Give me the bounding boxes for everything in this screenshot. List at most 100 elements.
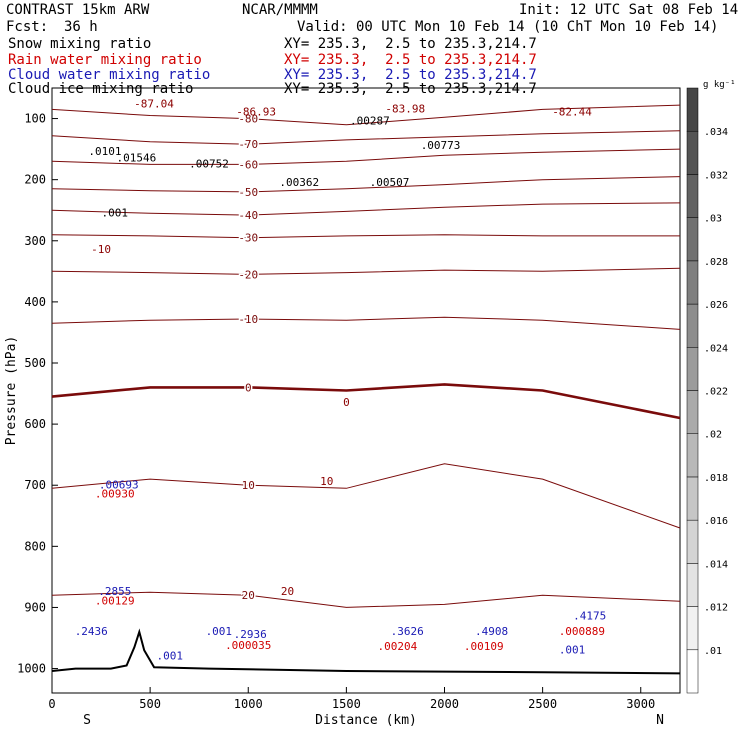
colorbar-tick-label: .034 [704,127,728,138]
value-label: .000035 [225,639,271,652]
field-rain-name: Rain water mixing ratio [8,52,202,68]
value-label: .2436 [75,625,108,638]
value-label: 20 [281,585,294,598]
value-label: .001 [559,643,586,656]
value-label: .0101 [88,145,121,158]
value-label: 0 [343,396,350,409]
colorbar-segment [686,606,699,651]
isotherm-line [51,234,680,239]
isotherm--70: -70 [51,130,681,153]
colorbar-tick-label: .03 [704,214,722,225]
y-tick-label: 200 [24,173,46,187]
isotherm-label: -50 [238,186,258,199]
isotherm-line [51,148,681,165]
colorbar-tick-label: .028 [704,257,728,268]
value-label: -10 [91,243,111,256]
isotherm-line [51,383,681,420]
isotherm--50: -50 [51,176,681,200]
x-tick-label: 2500 [528,697,557,711]
init-time: Init: 12 UTC Sat 08 Feb 14 [519,2,739,18]
value-label: .3626 [391,625,424,638]
value-label: .00129 [95,594,135,607]
value-label: .00507 [370,176,410,189]
isotherm--30: -30 [51,230,680,246]
value-label: .00362 [279,176,319,189]
y-tick-label: 900 [24,600,46,614]
value-label: -82.44 [552,106,592,119]
y-axis-title: Pressure (hPa) [4,336,19,446]
value-label: .4175 [573,610,606,623]
colorbar-tick-label: .026 [704,300,728,311]
isotherm-line [51,130,681,145]
organization: NCAR/MMMM [242,2,318,18]
y-tick-label: 300 [24,234,46,248]
colorbar-segment [686,174,699,218]
isotherm-line [51,104,681,126]
value-label: .00287 [350,115,390,128]
value-label: .001 [206,625,233,638]
colorbar-segment [686,217,699,262]
terrain-line [51,628,681,675]
isotherm--60: -60 [51,148,681,173]
colorbar-tick-label: .022 [704,387,728,398]
valid-time: Valid: 00 UTC Mon 10 Feb 14 (10 ChT Mon … [297,19,719,35]
colorbar-segment [686,519,699,564]
field-rain-xy: XY= 235.3, 2.5 to 235.3,214.7 [284,52,537,68]
x-axis-title: Distance (km) [315,713,417,728]
field-cloudice-name: Cloud ice mixing ratio [8,81,194,97]
value-label: .01546 [117,151,157,164]
y-tick-label: 400 [24,295,46,309]
y-tick-label: 800 [24,539,46,553]
colorbar-tick-label: .024 [704,343,728,354]
isotherm-label: 10 [242,479,255,492]
value-label: .000889 [559,625,605,638]
colorbar-segment [686,563,699,607]
colorbar-tick-label: .012 [704,603,728,614]
colorbar-tick-label: .014 [704,559,728,570]
y-tick-label: 700 [24,478,46,492]
isotherm-label: 0 [245,381,252,394]
field-cloudwater-name: Cloud water mixing ratio [8,67,211,83]
value-label: .001 [102,206,129,219]
y-tick-label: 500 [24,356,46,370]
isotherm-label: -30 [238,232,258,245]
isotherm-10: 10 [51,463,681,529]
isotherm-20: 20 [51,588,681,608]
field-snow-xy: XY= 235.3, 2.5 to 235.3,214.7 [284,36,537,52]
colorbar-segment [686,260,699,305]
value-label: .4908 [475,625,508,638]
isotherm--40: -40 [51,202,681,224]
north-label: N [656,713,664,728]
value-label: -86.93 [236,106,276,119]
isotherm-line [51,202,681,216]
x-tick-label: 2000 [430,697,459,711]
value-label: 10 [320,475,333,488]
isotherm-label: -20 [238,268,258,281]
value-label: .00930 [95,487,135,500]
isotherm-label: -80 [238,113,258,126]
plot-frame [51,87,681,694]
isotherm--80: -80 [51,104,681,127]
isotherm-line [51,316,681,330]
colorbar-tick-label: .01 [704,646,722,657]
isotherm-0: 0 [51,380,681,420]
colorbar-tick-label: .02 [704,430,722,441]
x-tick-label: 1500 [332,697,361,711]
isotherm-line [51,463,681,529]
isotherm-line [51,267,681,275]
isotherm-line [51,176,681,193]
value-label: -87.04 [134,98,174,111]
value-label: .00109 [464,640,504,653]
x-tick-label: 0 [48,697,55,711]
isotherm-label: -70 [238,138,258,151]
isotherm--20: -20 [51,267,681,283]
y-tick-label: 100 [24,112,46,126]
value-label: .2855 [98,585,131,598]
colorbar-tick-label: .016 [704,516,728,527]
forecast-label: Fcst: [6,19,49,35]
plot-title: CONTRAST 15km ARW [6,2,150,18]
field-snow-name: Snow mixing ratio [8,36,152,52]
forecast-hour: 36 h [64,19,98,35]
